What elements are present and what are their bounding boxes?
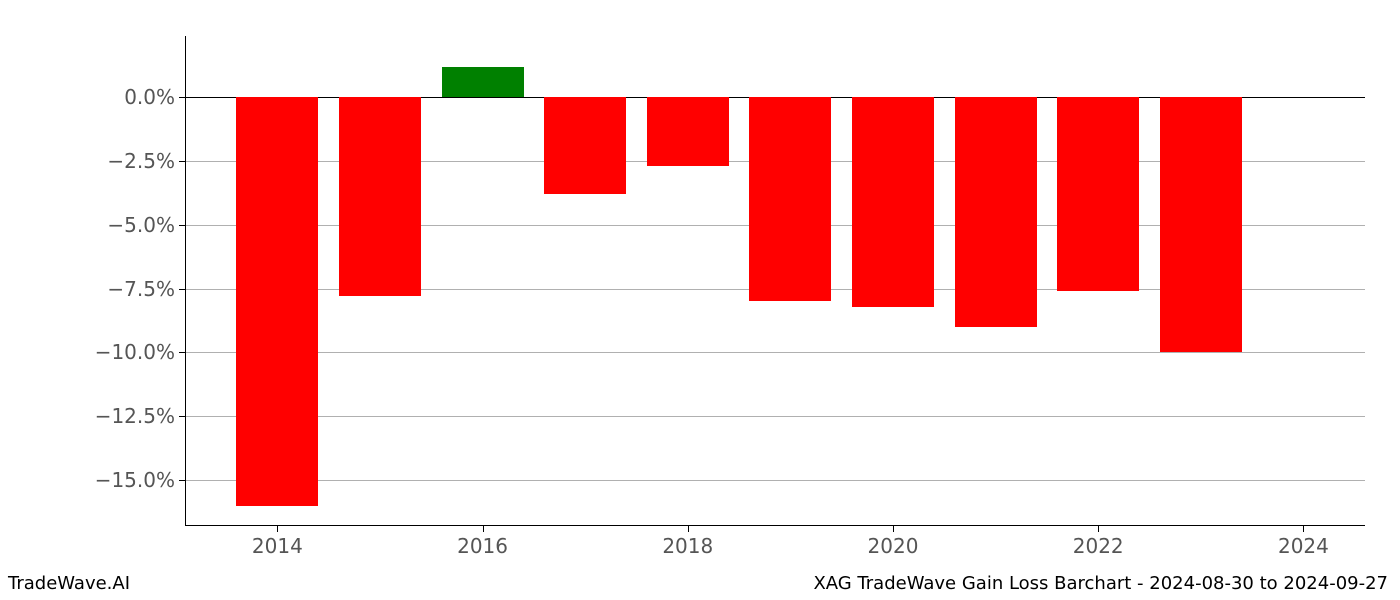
bar-2021 bbox=[955, 97, 1037, 327]
ytick-label: 0.0% bbox=[124, 85, 185, 109]
bar-2016 bbox=[442, 67, 524, 98]
xtick-label: 2016 bbox=[457, 526, 508, 558]
spine-bottom bbox=[185, 525, 1365, 526]
bar-2020 bbox=[852, 97, 934, 306]
xtick-label: 2020 bbox=[868, 526, 919, 558]
bar-2018 bbox=[647, 97, 729, 166]
xtick-label: 2018 bbox=[662, 526, 713, 558]
spine-left bbox=[185, 36, 186, 526]
footer-left: TradeWave.AI bbox=[8, 573, 130, 594]
xtick-label: 2024 bbox=[1278, 526, 1329, 558]
plot-area: 0.0%−2.5%−5.0%−7.5%−10.0%−12.5%−15.0%201… bbox=[185, 36, 1365, 526]
bar-2017 bbox=[544, 97, 626, 194]
bar-2023 bbox=[1160, 97, 1242, 352]
footer-right: XAG TradeWave Gain Loss Barchart - 2024-… bbox=[813, 573, 1388, 594]
ytick-label: −7.5% bbox=[107, 277, 185, 301]
grid-line bbox=[185, 480, 1365, 481]
grid-line bbox=[185, 416, 1365, 417]
bar-2014 bbox=[236, 97, 318, 505]
ytick-label: −2.5% bbox=[107, 149, 185, 173]
grid-line bbox=[185, 352, 1365, 353]
xtick-label: 2014 bbox=[252, 526, 303, 558]
ytick-label: −12.5% bbox=[95, 404, 185, 428]
ytick-label: −5.0% bbox=[107, 213, 185, 237]
xtick-label: 2022 bbox=[1073, 526, 1124, 558]
bar-2022 bbox=[1057, 97, 1139, 291]
ytick-label: −15.0% bbox=[95, 468, 185, 492]
bar-2019 bbox=[749, 97, 831, 301]
ytick-label: −10.0% bbox=[95, 340, 185, 364]
bar-2015 bbox=[339, 97, 421, 296]
